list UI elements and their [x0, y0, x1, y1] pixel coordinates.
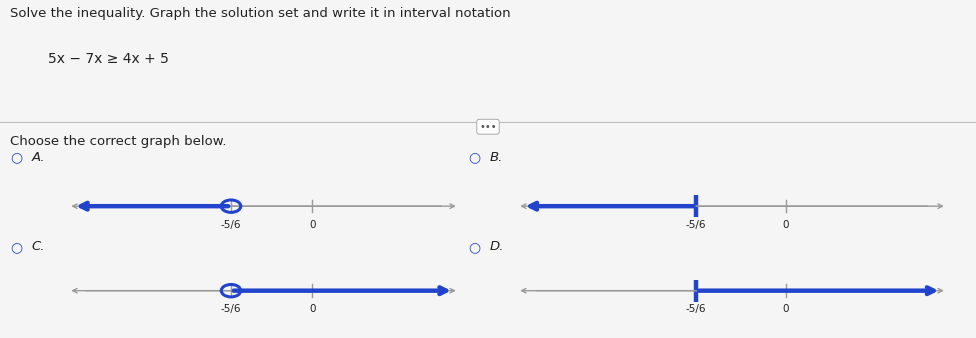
Text: D.: D.: [490, 240, 505, 253]
Text: -5/6: -5/6: [221, 220, 241, 230]
Text: 0: 0: [309, 220, 315, 230]
Text: ○: ○: [10, 240, 21, 254]
Text: -5/6: -5/6: [686, 220, 707, 230]
Text: -5/6: -5/6: [221, 304, 241, 314]
Text: 0: 0: [783, 304, 789, 314]
Text: C.: C.: [31, 240, 45, 253]
Text: -5/6: -5/6: [686, 304, 707, 314]
Text: ○: ○: [468, 150, 480, 164]
Text: 0: 0: [783, 220, 789, 230]
Text: •••: •••: [479, 122, 497, 132]
Text: Choose the correct graph below.: Choose the correct graph below.: [10, 135, 226, 148]
Text: B.: B.: [490, 151, 504, 164]
Text: A.: A.: [31, 151, 45, 164]
Text: ○: ○: [10, 150, 21, 164]
Text: 0: 0: [309, 304, 315, 314]
Text: Solve the inequality. Graph the solution set and write it in interval notation: Solve the inequality. Graph the solution…: [10, 7, 510, 20]
Text: ○: ○: [468, 240, 480, 254]
Text: 5x − 7x ≥ 4x + 5: 5x − 7x ≥ 4x + 5: [48, 52, 169, 66]
